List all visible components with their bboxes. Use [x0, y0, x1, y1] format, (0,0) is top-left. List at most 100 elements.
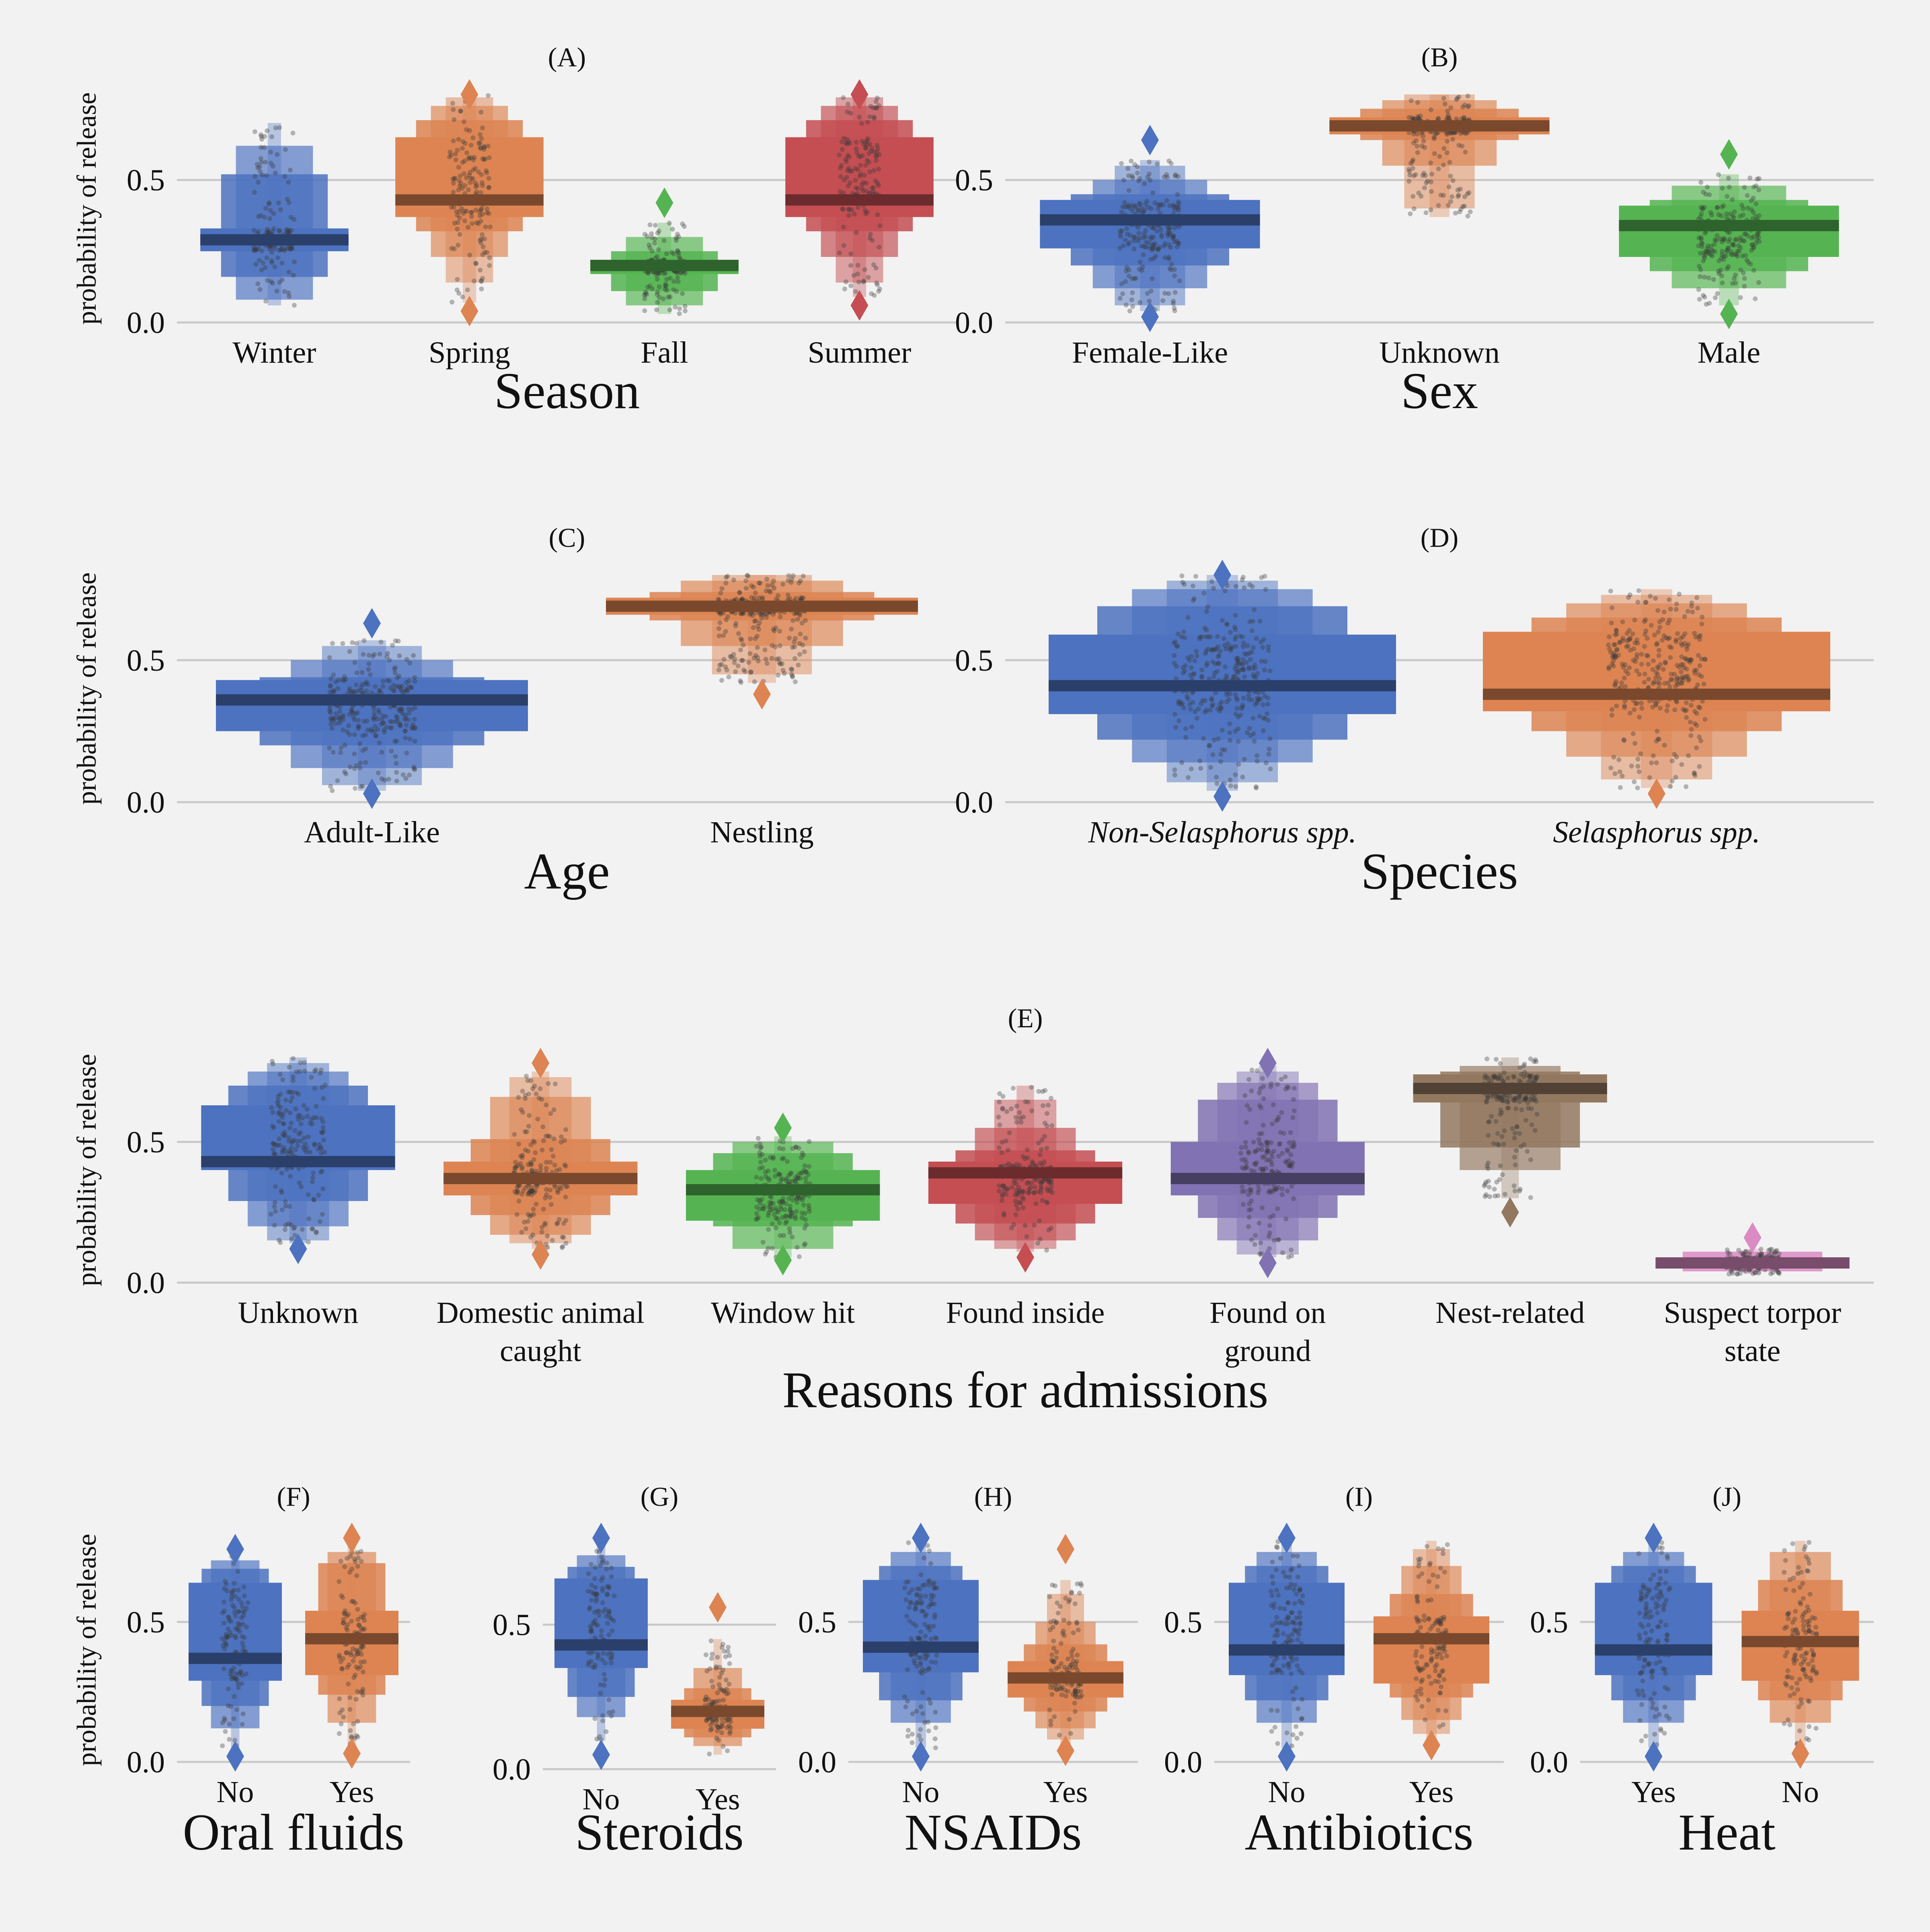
observation-point [1422, 145, 1427, 150]
observation-point [748, 651, 753, 656]
observation-point [845, 109, 850, 114]
observation-point [1409, 98, 1414, 103]
observation-point [1244, 660, 1249, 665]
observation-point [1512, 1183, 1517, 1188]
observation-point [1292, 1108, 1297, 1113]
observation-point [1266, 696, 1271, 700]
observation-point [710, 1720, 715, 1725]
observation-point [233, 1626, 238, 1631]
observation-point [356, 718, 361, 723]
observation-point [1227, 697, 1232, 702]
observation-point [563, 1195, 568, 1199]
observation-point [588, 1624, 593, 1628]
observation-point [780, 1196, 785, 1201]
observation-point [1292, 1143, 1297, 1148]
observation-point [550, 1238, 555, 1243]
observation-point [290, 1095, 295, 1100]
observation-point [997, 1189, 1002, 1193]
observation-point [586, 1571, 591, 1576]
observation-point [1499, 1110, 1504, 1115]
observation-point [1127, 308, 1132, 313]
observation-point [720, 586, 725, 591]
observation-point [783, 1213, 788, 1218]
observation-point [1234, 663, 1238, 668]
observation-point [1668, 784, 1673, 789]
boxen-nestling [606, 573, 918, 710]
observation-point [1720, 281, 1725, 285]
observation-point [788, 1171, 793, 1176]
observation-point [281, 1121, 286, 1126]
observation-point [394, 714, 398, 719]
observation-point [1242, 1189, 1247, 1194]
observation-point [407, 661, 412, 665]
observation-point [393, 754, 398, 759]
observation-point [928, 1561, 933, 1566]
observation-point [758, 581, 762, 585]
observation-point [707, 1751, 712, 1756]
observation-point [903, 1597, 908, 1602]
observation-point [753, 590, 758, 595]
observation-point [1141, 209, 1146, 214]
median-line [1049, 680, 1396, 691]
observation-point [875, 143, 879, 148]
observation-point [1533, 1128, 1538, 1133]
observation-point [790, 1235, 795, 1240]
observation-point [666, 295, 671, 300]
observation-point [407, 773, 412, 778]
observation-point [1437, 154, 1442, 159]
observation-point [846, 102, 850, 107]
observation-point [1067, 1717, 1072, 1722]
observation-point [270, 1124, 275, 1129]
observation-point [1492, 1073, 1497, 1078]
observation-point [923, 1634, 928, 1638]
observation-point [321, 1137, 326, 1142]
observation-point [520, 1110, 525, 1115]
observation-point [1073, 1709, 1078, 1714]
observation-point [483, 224, 488, 229]
observation-point [1260, 1076, 1265, 1081]
observation-point [341, 717, 345, 722]
observation-point [1443, 102, 1448, 107]
observation-point [865, 136, 870, 141]
observation-point [537, 1096, 542, 1100]
observation-point [563, 1127, 568, 1132]
observation-point [476, 221, 481, 226]
observation-point [1048, 1620, 1053, 1624]
observation-point [516, 1142, 521, 1146]
observation-point [1733, 273, 1738, 277]
observation-point [1441, 96, 1446, 101]
x-tick-label: Found inside [946, 1296, 1105, 1330]
observation-point [862, 173, 867, 178]
observation-point [755, 645, 760, 650]
observation-point [1466, 214, 1470, 218]
observation-point [758, 1146, 763, 1150]
observation-point [671, 279, 676, 284]
observation-point [341, 1714, 346, 1719]
observation-point [228, 1704, 233, 1709]
observation-point [1252, 1150, 1257, 1154]
observation-point [305, 1114, 310, 1119]
observation-point [1257, 1103, 1262, 1108]
observation-point [1653, 703, 1658, 708]
observation-point [1067, 1621, 1072, 1626]
observation-point [867, 114, 872, 119]
observation-point [395, 675, 400, 680]
observation-point [1026, 1180, 1031, 1185]
observation-point [785, 1159, 790, 1164]
observation-point [540, 1230, 544, 1234]
observation-point [1614, 628, 1619, 632]
observation-point [1487, 1185, 1492, 1189]
observation-point [403, 776, 408, 781]
observation-point [933, 1660, 938, 1665]
median-line [1329, 120, 1549, 131]
observation-point [1725, 1247, 1730, 1252]
observation-point [1029, 1108, 1034, 1113]
observation-point [1291, 1097, 1296, 1102]
observation-point [776, 673, 780, 678]
observation-point [487, 185, 491, 190]
observation-point [1672, 672, 1677, 677]
observation-point [1172, 712, 1177, 717]
observation-point [398, 687, 403, 692]
observation-point [1163, 241, 1168, 246]
